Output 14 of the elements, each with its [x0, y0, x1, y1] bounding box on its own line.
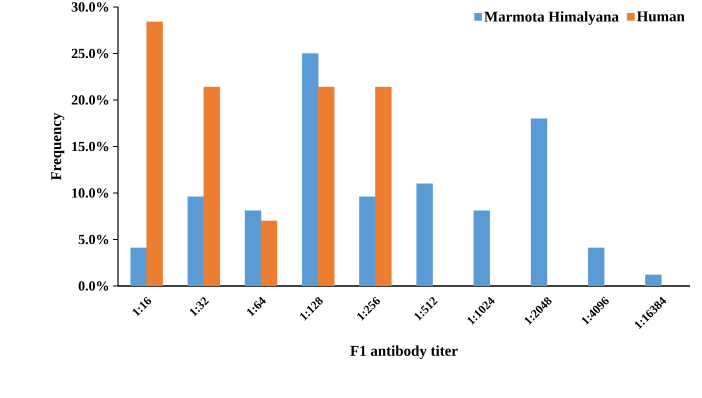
- legend-label: Marmota Himalyana: [484, 11, 619, 25]
- y-axis-title: Frequency: [51, 112, 64, 180]
- x-tick-label: 1:64: [247, 296, 266, 316]
- y-tick-label: 20.0%: [72, 95, 108, 105]
- legend-label: Human: [636, 11, 685, 22]
- y-tick-label: 30.0%: [72, 2, 108, 12]
- y-tick-label: 5.0%: [78, 234, 108, 244]
- x-tick-label: 1:16: [132, 296, 152, 316]
- x-tick-label: 1:32: [190, 297, 210, 316]
- y-tick-label: 10.0%: [72, 188, 108, 198]
- y-tick-label: 25.0%: [72, 48, 108, 58]
- y-tick-label: 0.0%: [78, 281, 108, 291]
- x-axis-title: F1 antibody titer: [350, 345, 458, 359]
- y-tick-label: 15.0%: [72, 142, 108, 152]
